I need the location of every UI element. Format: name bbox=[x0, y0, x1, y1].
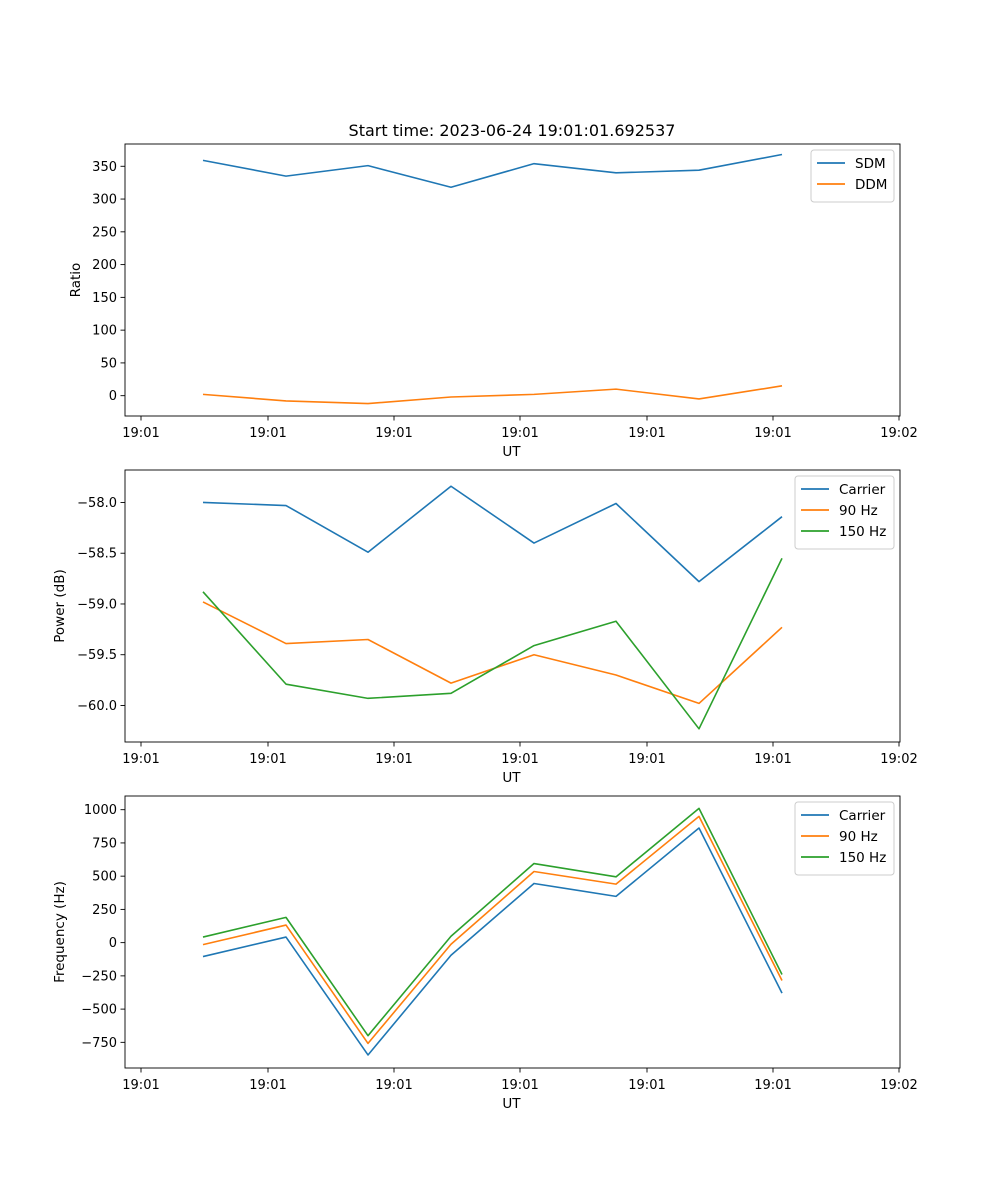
y-tick-label: 1000 bbox=[84, 803, 117, 818]
x-tick-label: 19:01 bbox=[628, 752, 665, 767]
series-line-1-2 bbox=[202, 385, 783, 405]
y-tick-label: 150 bbox=[92, 291, 117, 306]
y-tick-label: 250 bbox=[92, 903, 117, 918]
x-tick-label: 19:01 bbox=[628, 1078, 665, 1093]
y-tick-label: 100 bbox=[92, 324, 117, 339]
y-axis-label: Frequency (Hz) bbox=[52, 881, 68, 983]
y-tick-label: 300 bbox=[92, 193, 117, 208]
x-axis-label: UT bbox=[502, 444, 521, 460]
panels: 19:01 19:01 19:01 19:01 19:01 19:01 19:02 0 50 10… bbox=[52, 143, 918, 1112]
series-line-1-1 bbox=[202, 153, 783, 189]
legend-label: 150 Hz bbox=[839, 524, 886, 540]
legend: SDM DDM bbox=[810, 149, 895, 203]
y-tick-label: −58.0 bbox=[77, 496, 117, 511]
y-tick-label: 500 bbox=[92, 870, 117, 885]
legend: Carrier 90 Hz 150 Hz bbox=[794, 801, 895, 876]
x-tick-label: 19:02 bbox=[880, 752, 917, 767]
y-tick-label: 250 bbox=[92, 225, 117, 240]
legend-label: 150 Hz bbox=[839, 850, 886, 866]
x-tick-label: 19:01 bbox=[249, 752, 286, 767]
series-line-3-2 bbox=[202, 815, 783, 1045]
x-tick-label: 19:01 bbox=[249, 426, 286, 441]
y-tick-label: −500 bbox=[81, 1003, 117, 1018]
x-axis-label: UT bbox=[502, 770, 521, 786]
x-tick-label: 19:01 bbox=[249, 1078, 286, 1093]
y-tick-label: −250 bbox=[81, 969, 117, 984]
y-tick-label: 750 bbox=[92, 836, 117, 851]
panel-3: 19:01 19:01 19:01 19:01 19:01 19:01 19:02 −750 −… bbox=[52, 795, 918, 1112]
x-tick-label: 19:01 bbox=[375, 752, 412, 767]
series-line-2-1 bbox=[202, 485, 783, 583]
y-tick-label: 50 bbox=[100, 356, 117, 371]
panel-1: 19:01 19:01 19:01 19:01 19:01 19:01 19:02 0 50 10… bbox=[68, 143, 918, 460]
axes-frame bbox=[124, 143, 901, 417]
series-line-2-3 bbox=[202, 557, 783, 730]
y-tick-label: −59.5 bbox=[77, 648, 117, 663]
y-tick-label: 350 bbox=[92, 160, 117, 175]
legend-label: DDM bbox=[855, 177, 887, 193]
legend: Carrier 90 Hz 150 Hz bbox=[794, 475, 895, 550]
y-tick-label: 0 bbox=[109, 936, 117, 951]
y-axis-label: Power (dB) bbox=[52, 569, 68, 642]
x-axis-label: UT bbox=[502, 1096, 521, 1112]
x-tick-label: 19:02 bbox=[880, 1078, 917, 1093]
x-tick-label: 19:01 bbox=[628, 426, 665, 441]
y-tick-label: 200 bbox=[92, 258, 117, 273]
x-tick-label: 19:01 bbox=[375, 426, 412, 441]
x-tick-label: 19:01 bbox=[122, 426, 159, 441]
x-tick-label: 19:01 bbox=[122, 752, 159, 767]
figure-title: Start time: 2023-06-24 19:01:01.692537 bbox=[349, 121, 676, 140]
y-tick-label: −59.0 bbox=[77, 597, 117, 612]
x-tick-label: 19:01 bbox=[501, 426, 538, 441]
legend-label: 90 Hz bbox=[839, 829, 878, 845]
y-tick-label: 0 bbox=[109, 389, 117, 404]
series-line-3-3 bbox=[202, 807, 783, 1037]
legend-label: 90 Hz bbox=[839, 503, 878, 519]
x-tick-label: 19:02 bbox=[880, 426, 917, 441]
legend-label: Carrier bbox=[839, 482, 886, 498]
x-tick-label: 19:01 bbox=[754, 426, 791, 441]
x-tick-label: 19:01 bbox=[754, 752, 791, 767]
y-tick-label: −60.0 bbox=[77, 699, 117, 714]
y-tick-label: −750 bbox=[81, 1036, 117, 1051]
legend-label: Carrier bbox=[839, 808, 886, 824]
axes-frame bbox=[124, 469, 901, 743]
x-tick-label: 19:01 bbox=[122, 1078, 159, 1093]
x-tick-label: 19:01 bbox=[501, 1078, 538, 1093]
series-line-3-1 bbox=[202, 827, 783, 1056]
x-tick-label: 19:01 bbox=[501, 752, 538, 767]
x-tick-label: 19:01 bbox=[375, 1078, 412, 1093]
panel-2: 19:01 19:01 19:01 19:01 19:01 19:01 19:02 −60.0… bbox=[52, 469, 918, 786]
axes-frame bbox=[124, 795, 901, 1069]
y-tick-label: −58.5 bbox=[77, 547, 117, 562]
legend-label: SDM bbox=[855, 156, 886, 172]
y-axis-label: Ratio bbox=[68, 263, 84, 298]
x-tick-label: 19:01 bbox=[754, 1078, 791, 1093]
